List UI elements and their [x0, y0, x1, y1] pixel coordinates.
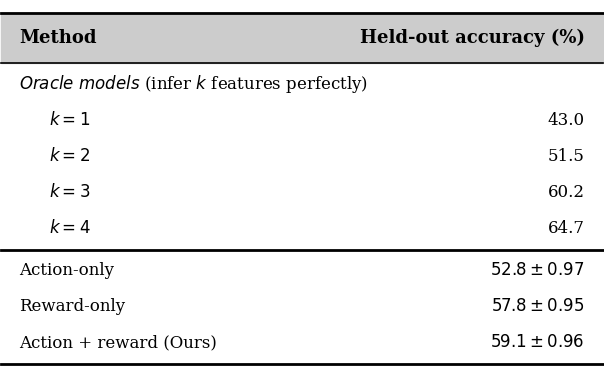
Text: $52.8 \pm 0.97$: $52.8 \pm 0.97$ — [490, 262, 585, 279]
Text: $k = 1$: $k = 1$ — [50, 112, 91, 129]
Text: Action-only: Action-only — [19, 262, 114, 279]
Text: $59.1 \pm 0.96$: $59.1 \pm 0.96$ — [490, 334, 585, 351]
Text: Method: Method — [19, 29, 97, 47]
Text: Action + reward (Ours): Action + reward (Ours) — [19, 334, 217, 351]
Bar — [1, 13, 603, 63]
Text: 60.2: 60.2 — [548, 184, 585, 201]
Text: 64.7: 64.7 — [548, 220, 585, 237]
Text: 51.5: 51.5 — [548, 148, 585, 165]
Text: Held-out accuracy (%): Held-out accuracy (%) — [359, 29, 585, 47]
Text: Reward-only: Reward-only — [19, 298, 126, 315]
Text: $57.8 \pm 0.95$: $57.8 \pm 0.95$ — [492, 298, 585, 315]
Text: 43.0: 43.0 — [547, 112, 585, 129]
Text: $k = 2$: $k = 2$ — [50, 147, 91, 165]
Text: $\mathit{Oracle\ models}$ (infer $k$ features perfectly): $\mathit{Oracle\ models}$ (infer $k$ fea… — [19, 73, 368, 96]
Text: $k = 4$: $k = 4$ — [50, 220, 91, 238]
Text: $k = 3$: $k = 3$ — [50, 183, 91, 202]
